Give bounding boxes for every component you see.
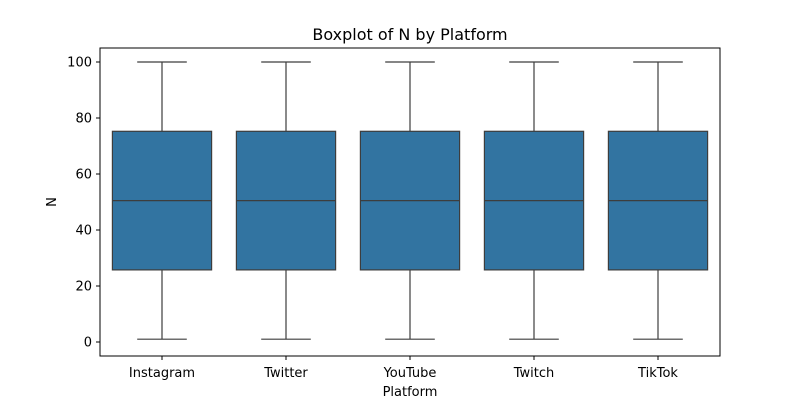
- x-tick-label: Twitch: [513, 366, 555, 381]
- chart-title: Boxplot of N by Platform: [312, 25, 507, 44]
- plot-area: [111, 61, 709, 340]
- x-tick-label: Twitter: [263, 366, 308, 381]
- box-twitter: [235, 61, 337, 340]
- x-axis-label: Platform: [383, 385, 438, 400]
- y-tick-label: 20: [75, 280, 92, 295]
- x-tick-label: TikTok: [637, 366, 678, 381]
- box-instagram: [111, 61, 213, 340]
- x-tick-label: YouTube: [383, 366, 437, 381]
- y-tick-label: 0: [84, 336, 92, 351]
- x-axis: Instagram Twitter YouTube Twitch TikTok: [129, 356, 678, 381]
- box-tiktok: [607, 61, 709, 340]
- box-youtube: [359, 61, 461, 340]
- y-axis-label: N: [45, 197, 60, 207]
- y-tick-label: 40: [75, 224, 92, 239]
- y-tick-label: 100: [67, 56, 92, 71]
- y-tick-label: 60: [75, 168, 92, 183]
- y-tick-label: 80: [75, 112, 92, 127]
- y-axis: 0 20 40 60 80 100: [67, 56, 100, 351]
- x-tick-label: Instagram: [129, 366, 195, 381]
- box-twitch: [483, 61, 585, 340]
